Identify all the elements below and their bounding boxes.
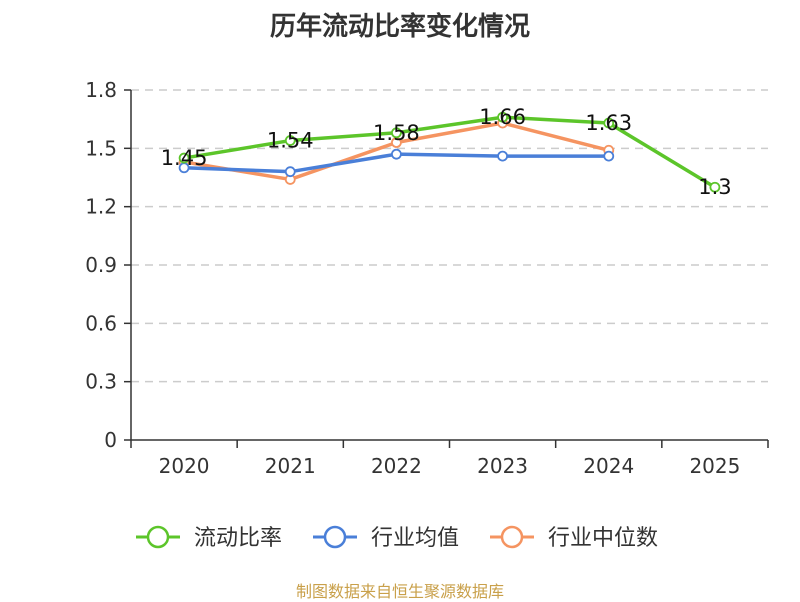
legend-item[interactable]: 行业中位数 (490, 525, 658, 551)
x-tick-label: 2020 (159, 454, 210, 478)
data-point[interactable] (603, 117, 615, 129)
legend-item[interactable]: 流动比率 (136, 525, 282, 551)
x-tick-label: 2024 (583, 454, 634, 478)
y-tick-label: 1.2 (85, 195, 117, 219)
axes: 0 0.3 0.6 0.9 1.2 1.5 1.8 2020 2021 2022 2023 2024 2… (85, 78, 769, 478)
data-label: 1.58 (373, 121, 420, 145)
legend-marker-icon (323, 525, 347, 549)
y-tick-label: 0.6 (85, 311, 117, 335)
legend-item[interactable]: 行业均值 (313, 525, 459, 551)
series-layer (178, 111, 721, 193)
data-label: 1.54 (267, 129, 314, 153)
x-tick-label: 2025 (689, 454, 740, 478)
legend[interactable]: 流动比率 行业均值 行业中位数 (136, 525, 658, 551)
x-tick-label: 2021 (265, 454, 316, 478)
legend-label: 行业均值 (371, 526, 459, 551)
legend-marker-icon (500, 525, 524, 549)
data-point[interactable] (284, 135, 296, 146)
data-label: 1.3 (698, 175, 731, 199)
data-point[interactable] (497, 111, 508, 123)
x-tick-label: 2022 (371, 454, 422, 478)
data-label: 1.66 (479, 105, 526, 129)
chart-title: 历年流动比率变化情况 (269, 12, 530, 42)
data-point[interactable] (391, 127, 402, 139)
data-point[interactable] (391, 148, 402, 160)
data-point[interactable] (603, 150, 615, 162)
data-point[interactable] (709, 181, 721, 193)
source-note: 制图数据来自恒生聚源数据库 (295, 582, 504, 601)
y-tick-label: 1.5 (85, 136, 117, 160)
data-label: 1.45 (161, 146, 208, 170)
y-tick-label: 0.3 (85, 370, 117, 394)
y-tick-label: 0.9 (85, 253, 117, 277)
series-line (183, 115, 716, 189)
legend-label: 流动比率 (194, 526, 282, 551)
y-tick-label: 1.8 (85, 78, 117, 102)
y-tick-label: 0 (104, 428, 117, 452)
data-point[interactable] (284, 166, 296, 178)
legend-label: 行业中位数 (548, 526, 658, 551)
x-tick-label: 2023 (477, 454, 528, 478)
data-point[interactable] (497, 150, 508, 162)
data-label: 1.63 (585, 111, 632, 135)
data-labels: 1.45 1.54 1.58 1.66 1.63 1.3 (161, 105, 732, 199)
data-point[interactable] (178, 152, 190, 164)
legend-marker-icon (146, 525, 170, 549)
